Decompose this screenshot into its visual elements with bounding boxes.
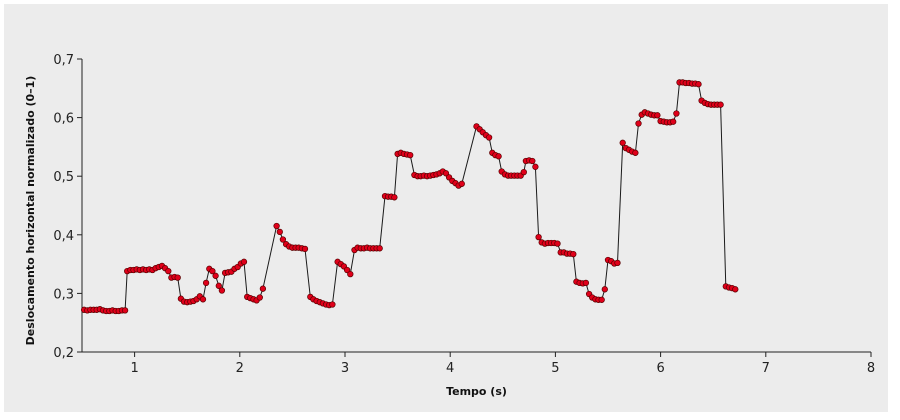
chart-frame: 1 2 3 4 5 6 7 8 0,2 0,3 0,4 0,5 0,6 0,7 Tempo (s) Des…: [4, 4, 888, 412]
data-point: [554, 240, 561, 247]
data-point: [485, 134, 493, 141]
data-point: [212, 272, 219, 279]
data-point: [407, 151, 414, 159]
data-point: [276, 228, 283, 236]
data-point: [240, 258, 248, 265]
ticks: 1 2 3 4 5 6 7 8 0,2 0,3 0,4 0,5 0,6 0,7: [53, 53, 875, 376]
data-point: [209, 267, 216, 275]
y-tick-label: 0,4: [53, 229, 74, 244]
y-axis-title: Deslocamento horizontal normalizado (0–1…: [24, 76, 37, 346]
data-point: [635, 120, 642, 127]
data-point: [442, 170, 450, 177]
x-axis-title: Tempo (s): [446, 385, 507, 398]
axes: [81, 59, 871, 353]
data-point: [495, 153, 502, 160]
data-point: [391, 194, 398, 201]
data-point: [601, 286, 608, 293]
x-tick-label: 3: [341, 361, 349, 376]
data-point: [532, 163, 539, 170]
data-point: [165, 267, 172, 275]
y-tick-label: 0,3: [53, 287, 74, 302]
data-point: [343, 266, 351, 274]
displacement-chart: 1 2 3 4 5 6 7 8 0,2 0,3 0,4 0,5 0,6 0,7 Tempo (s) Des…: [24, 53, 875, 398]
data-point: [199, 296, 207, 303]
data-point: [215, 282, 222, 289]
data-point: [529, 157, 536, 165]
data-point: [259, 285, 267, 292]
data-point: [632, 149, 639, 156]
data-point: [695, 81, 702, 88]
data-point: [732, 286, 739, 293]
x-tick-label: 1: [130, 361, 138, 376]
data-point: [301, 245, 309, 253]
data-point: [535, 233, 542, 241]
x-tick-label: 4: [446, 361, 454, 376]
data-point: [520, 168, 527, 176]
data-point: [279, 236, 287, 243]
x-tick-label: 8: [867, 361, 875, 376]
y-tick-label: 0,7: [53, 53, 74, 68]
y-tick-label: 0,2: [53, 346, 74, 361]
data-point: [121, 307, 129, 314]
data-point: [614, 259, 621, 267]
y-tick-label: 0,6: [53, 112, 74, 127]
data-point: [329, 301, 336, 308]
series-line: [84, 81, 736, 312]
data-point: [458, 180, 465, 187]
y-tick-label: 0,5: [53, 170, 74, 185]
data-point: [673, 110, 680, 117]
data-point: [174, 274, 181, 281]
data-point: [256, 294, 263, 301]
data-point: [570, 250, 577, 258]
data-point: [218, 287, 226, 294]
data-point: [654, 112, 661, 119]
x-tick-label: 6: [656, 361, 664, 376]
x-tick-label: 7: [762, 361, 770, 376]
data-point: [202, 279, 210, 287]
data-point: [347, 270, 354, 278]
data-point: [619, 139, 626, 146]
data-point: [582, 279, 590, 287]
series: [80, 79, 739, 315]
x-tick-label: 2: [236, 361, 244, 376]
data-point: [273, 222, 280, 230]
data-point: [598, 296, 605, 303]
data-point: [717, 101, 724, 108]
data-point: [670, 118, 677, 125]
data-point: [376, 245, 383, 252]
series-markers: [80, 79, 739, 315]
x-tick-label: 5: [551, 361, 559, 376]
